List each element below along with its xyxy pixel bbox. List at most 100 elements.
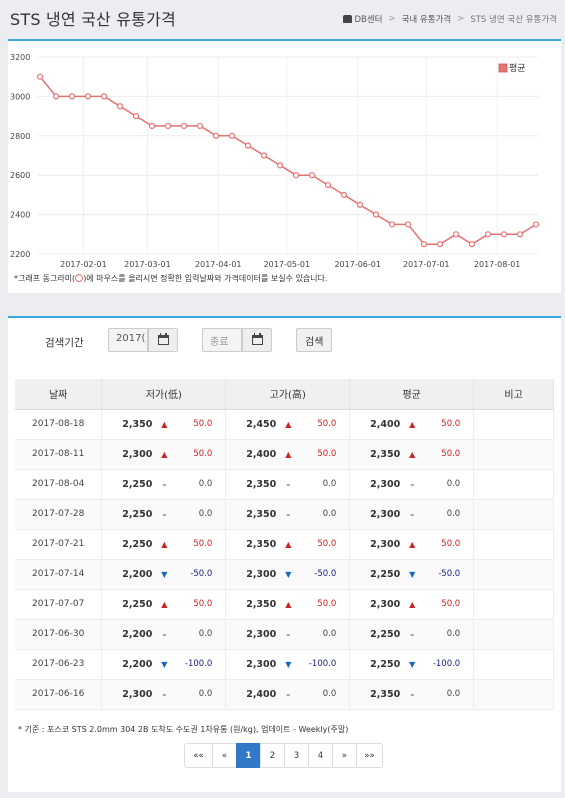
table-row: 2017-07-07 2,250 ▲ 50.0 2,350 ▲ 50.0 2,300 ▲ 50.0 [15,589,554,620]
col-note: 비고 [473,379,554,410]
search-period-label: 검색기간 [45,337,84,349]
dash-icon: – [162,479,167,489]
price-value: 2,350 [122,418,153,430]
x-tick-label: 2017-06-01 [334,260,381,269]
price-value: 2,250 [122,508,153,520]
search-button[interactable]: 검색 [296,328,333,352]
arrow-down-icon: ▼ [161,659,168,669]
price-search-panel: 검색기간 2017( 종료 검색 날짜 저가(低) 고가(高) 평균 비고 20… [8,316,561,792]
data-point [68,93,76,100]
price-change: 0.0 [198,629,213,639]
cell-avg: 2,400 ▲ 50.0 [349,409,475,440]
arrow-down-icon: ▼ [285,659,292,669]
price-value: 2,300 [122,448,153,460]
data-point [276,162,284,169]
arrow-down-icon: ▼ [409,659,416,669]
arrow-up-icon: ▲ [161,599,168,609]
arrow-up-icon: ▲ [409,449,416,459]
cell-note [473,649,554,680]
end-date-input[interactable]: 종료 [202,328,242,352]
y-tick-label: 2200 [10,250,30,259]
data-point [292,172,300,179]
cell-high: 2,300– 0.0 [225,619,351,650]
start-date-calendar-button[interactable] [148,328,178,352]
y-tick-label: 3200 [10,53,30,62]
cell-low: 2,200 ▼ -50.0 [101,559,227,590]
series-line [39,76,537,246]
circle-marker-icon [75,274,84,282]
dash-icon: – [162,509,167,519]
breadcrumb-home[interactable]: DB센터 [343,13,382,25]
dash-icon: – [410,629,415,639]
chart-hint: *그래프 동그라미()에 마우스를 올리시면 정확한 입력날짜와 가격데이터를 … [14,274,328,283]
price-change: 0.0 [322,509,337,519]
breadcrumb-separator-icon: > [457,14,465,24]
col-low: 저가(低) [101,379,227,410]
dash-icon: – [410,509,415,519]
cell-date: 2017-06-30 [15,619,103,650]
price-change: -100.0 [184,659,213,669]
table-row: 2017-08-18 2,350 ▲ 50.0 2,450 ▲ 50.0 2,400 ▲ 50.0 [15,409,554,440]
data-point [164,122,172,130]
table-row: 2017-06-23 2,200 ▼ -100.0 2,300 ▼ -100.0 2,250 ▼… [15,649,554,680]
arrow-up-icon: ▲ [285,449,292,459]
price-change: 50.0 [193,419,213,429]
dash-icon: – [286,629,291,639]
arrow-up-icon: ▲ [409,539,416,549]
arrow-up-icon: ▲ [285,419,292,429]
cell-low: 2,250– 0.0 [101,499,227,530]
cell-note [473,409,554,440]
breadcrumb-domestic-price[interactable]: 국내 유통가격 [401,15,452,25]
cell-date: 2017-08-11 [15,439,103,470]
page-button[interactable]: 4 [308,743,333,768]
price-value: 2,200 [122,568,153,580]
price-value: 2,300 [370,598,401,610]
table-row: 2017-07-14 2,200 ▼ -50.0 2,300 ▼ -50.0 2,250 ▼ -5… [15,559,554,590]
price-value: 2,400 [246,448,277,460]
data-point [404,221,412,228]
start-date-input[interactable]: 2017( [108,328,148,352]
dash-icon: – [286,509,291,519]
first-page-button[interactable]: «« [184,743,213,768]
price-change: 0.0 [446,629,461,639]
next-page-button[interactable]: » [332,743,357,768]
data-point [324,181,332,189]
page-button[interactable]: 2 [260,743,285,768]
cell-date: 2017-07-21 [15,529,103,560]
price-value: 2,250 [370,568,401,580]
end-date-calendar-button[interactable] [242,328,272,352]
x-tick-label: 2017-05-01 [264,260,311,269]
arrow-down-icon: ▼ [409,569,416,579]
page-button[interactable]: 3 [284,743,309,768]
top-bar: STS 냉연 국산 유통가격 DB센터 > 국내 유통가격 > STS 냉연 국… [0,0,565,36]
data-point [116,103,124,110]
prev-page-button[interactable]: « [212,743,237,768]
table-row: 2017-06-30 2,200–0.0 2,300–0.0 2,250–0.0 [15,619,554,650]
page-button[interactable]: 1 [236,743,261,768]
arrow-up-icon: ▲ [285,599,292,609]
cell-note [473,529,554,560]
pagination: «« «1 2 3 4»»» [184,743,383,768]
x-tick-label: 2017-08-01 [474,260,521,269]
price-value: 2,300 [370,478,401,490]
cell-avg: 2,350– 0.0 [349,679,475,710]
data-point [180,122,188,130]
cell-note [473,559,554,590]
cell-avg: 2,300– 0.0 [349,499,475,530]
col-avg: 평균 [349,379,475,410]
price-value: 2,300 [370,508,401,520]
table-row: 2017-06-16 2,300–0.0 2,400–0.0 2,350–0.0 [15,679,554,710]
price-value: 2,250 [370,628,401,640]
x-tick-label: 2017-04-01 [195,260,242,269]
cell-low: 2,250– 0.0 [101,469,227,500]
price-value: 2,350 [246,508,277,520]
legend-label: 평균 [509,63,526,74]
arrow-up-icon: ▲ [285,539,292,549]
data-point [388,221,396,228]
cell-low: 2,200 ▼ -100.0 [101,649,227,680]
table-row: 2017-07-28 2,250–0.0 2,350–0.0 2,300–0.0 [15,499,554,530]
cell-date: 2017-07-14 [15,559,103,590]
last-page-button[interactable]: »» [356,743,383,768]
price-value: 2,300 [122,688,153,700]
data-point [340,191,348,198]
